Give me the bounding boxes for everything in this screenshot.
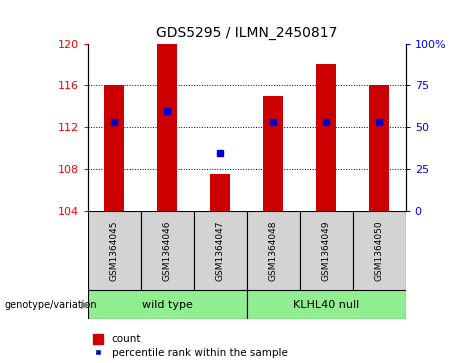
Title: GDS5295 / ILMN_2450817: GDS5295 / ILMN_2450817 xyxy=(156,26,337,40)
Bar xyxy=(353,211,406,290)
Bar xyxy=(88,211,141,290)
Text: KLHL40 null: KLHL40 null xyxy=(293,300,359,310)
Legend: count, percentile rank within the sample: count, percentile rank within the sample xyxy=(93,334,287,358)
Bar xyxy=(369,85,389,211)
Bar xyxy=(88,290,247,319)
Bar xyxy=(263,96,283,211)
Text: GSM1364050: GSM1364050 xyxy=(375,220,384,281)
Text: GSM1364049: GSM1364049 xyxy=(322,220,331,281)
Bar xyxy=(300,211,353,290)
Bar xyxy=(104,85,124,211)
Text: ▶: ▶ xyxy=(81,300,89,310)
Bar xyxy=(316,65,336,211)
Bar xyxy=(210,174,230,211)
Text: wild type: wild type xyxy=(142,300,193,310)
Text: GSM1364045: GSM1364045 xyxy=(110,220,118,281)
Bar xyxy=(247,290,406,319)
Text: GSM1364048: GSM1364048 xyxy=(269,220,278,281)
Text: GSM1364047: GSM1364047 xyxy=(216,220,225,281)
Text: GSM1364046: GSM1364046 xyxy=(163,220,171,281)
Bar xyxy=(157,44,177,211)
Bar xyxy=(247,211,300,290)
Text: genotype/variation: genotype/variation xyxy=(5,300,97,310)
Bar xyxy=(141,211,194,290)
Bar xyxy=(194,211,247,290)
